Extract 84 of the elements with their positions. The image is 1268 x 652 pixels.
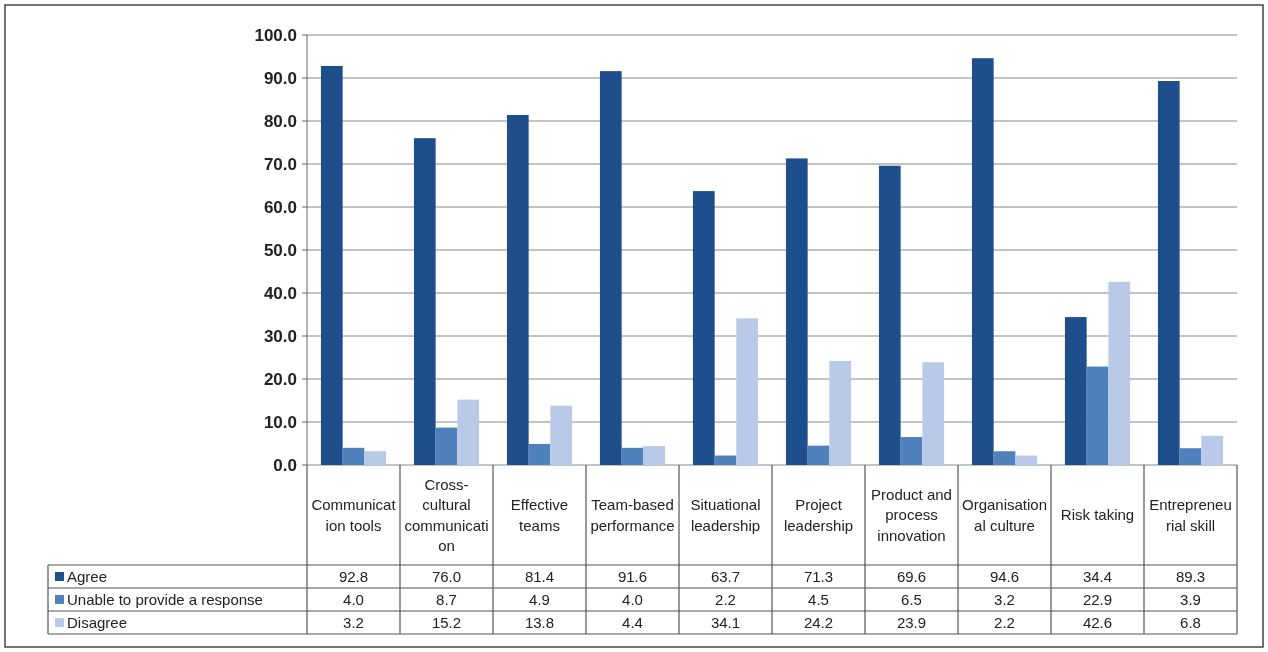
x-tick-label: Situational leadership [690, 496, 761, 534]
data-label: 2.2 [715, 590, 736, 608]
bar [364, 451, 387, 465]
data-label: 13.8 [524, 613, 555, 631]
x-tick-label: Cross-cultural communication [404, 475, 489, 554]
data-label: 22.9 [1082, 590, 1113, 608]
data-label: 15.2 [431, 613, 462, 631]
data-label: 81.4 [524, 567, 555, 585]
y-tick-label: 30.0 [263, 326, 297, 346]
data-label: 91.6 [617, 567, 648, 585]
data-label: 8.7 [436, 590, 457, 608]
x-tick-label: Entrepreneurial skill [1149, 496, 1232, 534]
data-label: 4.0 [622, 590, 643, 608]
data-label: 6.8 [1180, 613, 1201, 631]
bar [922, 362, 945, 465]
bar [878, 165, 901, 465]
bar [692, 191, 715, 465]
x-tick-label: Project leadership [783, 496, 854, 534]
bar [435, 427, 458, 465]
legend-label: Agree [67, 567, 108, 585]
data-label: 2.2 [994, 613, 1015, 631]
bar [550, 405, 573, 465]
y-tick-label: 90.0 [263, 68, 297, 88]
y-tick-label: 10.0 [263, 412, 297, 432]
data-label: 24.2 [803, 613, 834, 631]
x-tick-label: Risk taking [1060, 506, 1135, 524]
bar [643, 446, 666, 465]
bar [506, 114, 529, 465]
bar [320, 65, 343, 465]
data-label: 69.6 [896, 567, 927, 585]
data-label: 71.3 [803, 567, 834, 585]
data-label: 3.2 [994, 590, 1015, 608]
legend-label: Disagree [67, 613, 128, 631]
data-label: 3.2 [343, 613, 364, 631]
bar [1201, 435, 1224, 465]
bar [599, 71, 622, 465]
data-label: 76.0 [431, 567, 462, 585]
bar [785, 158, 808, 465]
bar [1157, 81, 1180, 465]
bar [736, 318, 759, 465]
bar [528, 443, 551, 465]
bar [342, 447, 365, 465]
x-tick-label: Product and process innovation [871, 485, 952, 544]
bar [900, 437, 923, 465]
bar [1015, 455, 1038, 465]
bar [829, 360, 852, 465]
y-tick-label: 20.0 [263, 369, 297, 389]
x-tick-label: Team-based performance [590, 496, 675, 534]
bar [413, 138, 436, 465]
bar [714, 455, 737, 465]
data-label: 94.6 [989, 567, 1020, 585]
bar [971, 58, 994, 465]
data-label: 23.9 [896, 613, 927, 631]
bar [621, 447, 644, 465]
data-label: 34.4 [1082, 567, 1113, 585]
bar [1086, 366, 1109, 465]
y-tick-label: 50.0 [263, 240, 297, 260]
data-label: 34.1 [710, 613, 741, 631]
bar [1108, 281, 1131, 465]
x-tick-label: Communication tools [311, 496, 397, 534]
y-tick-label: 40.0 [263, 283, 297, 303]
bar [1179, 448, 1202, 465]
legend-label: Unable to provide a response [67, 590, 263, 608]
data-label: 89.3 [1175, 567, 1206, 585]
y-tick-label: 70.0 [263, 154, 297, 174]
y-tick-label: 60.0 [263, 197, 297, 217]
bar [1064, 317, 1087, 465]
y-tick-label: 80.0 [263, 111, 297, 131]
bar [993, 451, 1016, 465]
y-tick-label: 0.0 [273, 455, 297, 475]
bar [457, 399, 480, 465]
x-tick-label: Effective teams [510, 496, 569, 534]
y-tick-label: 100.0 [254, 25, 297, 45]
bar [807, 445, 830, 465]
data-label: 3.9 [1180, 590, 1201, 608]
data-label: 63.7 [710, 567, 741, 585]
data-label: 92.8 [338, 567, 369, 585]
data-label: 4.9 [529, 590, 550, 608]
data-label: 6.5 [901, 590, 922, 608]
data-label: 4.4 [622, 613, 643, 631]
data-label: 4.5 [808, 590, 829, 608]
x-tick-label: Organisational culture [961, 496, 1048, 534]
data-label: 4.0 [343, 590, 364, 608]
data-label: 42.6 [1082, 613, 1113, 631]
